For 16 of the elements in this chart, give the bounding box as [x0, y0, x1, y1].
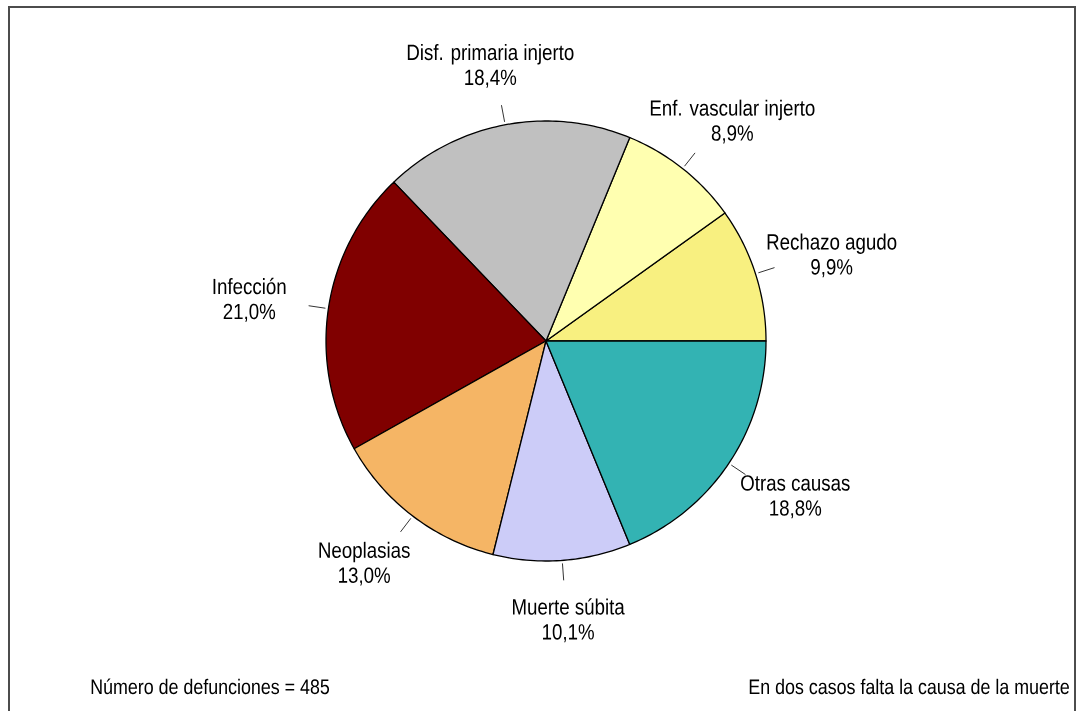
slice-label: Neoplasias [319, 541, 410, 563]
data-label: 21,0% [223, 303, 276, 322]
data-label: 9,9% [811, 259, 853, 278]
data-label: 8,9% [711, 125, 753, 144]
slice-label: Enf. vascular injerto [650, 99, 815, 121]
text: En dos casos falta la causa de la muerte [749, 678, 1069, 695]
slice-label: Infección [213, 277, 286, 295]
slice-label: Otras causas [741, 475, 850, 491]
slice-label: Muerte súbita [513, 598, 625, 615]
data-label: 10,1% [543, 624, 594, 643]
data-label: 13,0% [339, 567, 390, 586]
data-label: 18,4% [465, 69, 517, 88]
slice-label: Rechazo agudo [767, 233, 897, 255]
data-label: 18,8% [770, 500, 822, 519]
text: Número de defunciones = 485 [91, 678, 330, 695]
slice-label: Disf. primaria injerto [407, 43, 574, 65]
